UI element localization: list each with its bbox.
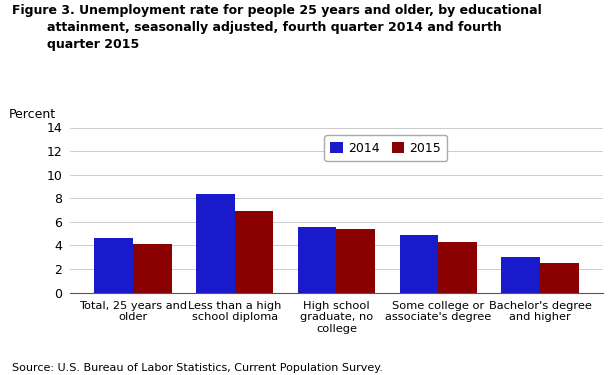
- Bar: [196, 194, 234, 292]
- Bar: [540, 263, 579, 292]
- Bar: [133, 244, 172, 292]
- Bar: [400, 235, 438, 292]
- Text: Source: U.S. Bureau of Labor Statistics, Current Population Survey.: Source: U.S. Bureau of Labor Statistics,…: [12, 363, 383, 373]
- Text: Percent: Percent: [9, 108, 56, 121]
- Bar: [336, 229, 375, 292]
- Legend: 2014, 2015: 2014, 2015: [324, 135, 448, 161]
- Text: Figure 3. Unemployment rate for people 25 years and older, by educational
      : Figure 3. Unemployment rate for people 2…: [12, 4, 542, 51]
- Bar: [94, 238, 133, 292]
- Bar: [234, 211, 273, 292]
- Bar: [438, 242, 477, 292]
- Bar: [298, 226, 336, 292]
- Bar: [501, 257, 540, 292]
